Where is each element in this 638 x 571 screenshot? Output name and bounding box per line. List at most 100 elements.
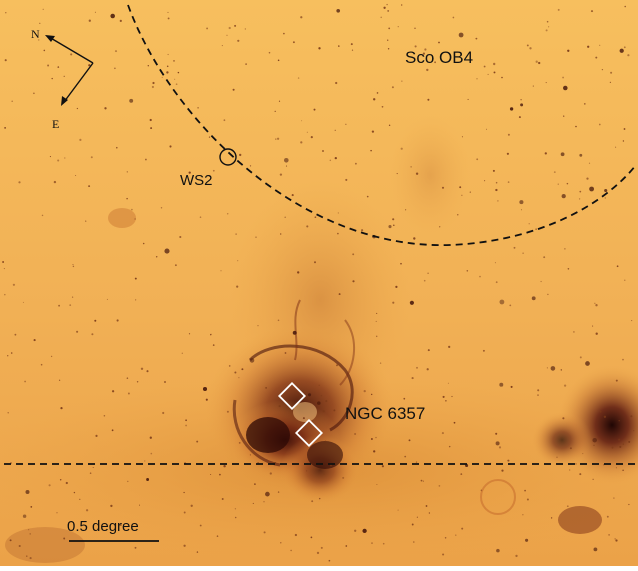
star <box>342 476 345 479</box>
star <box>237 260 239 262</box>
star <box>408 439 411 442</box>
star <box>614 538 616 540</box>
star <box>579 473 582 476</box>
star <box>257 325 259 327</box>
star <box>249 358 255 363</box>
star <box>323 473 325 475</box>
scale-bar-label: 0.5 degree <box>67 518 139 535</box>
star <box>263 531 266 534</box>
star <box>277 319 280 322</box>
star <box>167 11 169 13</box>
star <box>495 181 498 184</box>
star <box>501 469 504 472</box>
star <box>51 77 53 80</box>
right-dark-cloud <box>532 365 638 534</box>
small-cloud <box>108 208 136 228</box>
star <box>382 542 385 545</box>
star <box>155 256 158 258</box>
upper-filament-glow <box>390 115 470 235</box>
star <box>439 226 441 228</box>
star <box>212 344 215 346</box>
star <box>106 298 108 300</box>
star <box>185 419 187 422</box>
star <box>363 389 366 393</box>
star <box>205 398 208 401</box>
star <box>520 209 523 211</box>
star <box>228 365 231 367</box>
star <box>352 253 355 256</box>
star <box>280 233 282 235</box>
star <box>448 445 451 448</box>
star <box>405 209 407 211</box>
star <box>320 395 323 397</box>
star <box>228 26 231 30</box>
star <box>234 371 237 374</box>
star <box>380 16 382 19</box>
star <box>453 421 456 424</box>
star <box>424 48 427 51</box>
star <box>476 78 478 80</box>
star <box>29 533 31 535</box>
star <box>149 118 152 122</box>
star <box>495 432 498 435</box>
star <box>188 333 191 335</box>
star <box>232 88 235 91</box>
star <box>76 107 79 110</box>
star <box>58 379 61 381</box>
star <box>487 73 489 75</box>
star <box>244 28 246 30</box>
star <box>29 557 32 560</box>
star <box>166 71 169 74</box>
star <box>144 460 146 462</box>
star <box>388 124 391 127</box>
star <box>520 98 522 101</box>
star <box>411 523 414 526</box>
star <box>49 156 51 158</box>
star <box>609 81 612 84</box>
star <box>619 48 624 53</box>
star <box>416 516 418 518</box>
star <box>131 208 133 211</box>
star <box>290 549 292 552</box>
star <box>420 479 423 482</box>
star <box>441 186 445 189</box>
star <box>507 133 510 136</box>
star <box>181 352 183 354</box>
star <box>126 377 129 379</box>
star <box>294 533 298 537</box>
star <box>413 237 416 240</box>
star <box>507 181 510 183</box>
star <box>310 536 313 539</box>
star <box>300 141 303 144</box>
star <box>355 162 357 165</box>
star <box>310 136 313 139</box>
star <box>495 281 498 284</box>
star <box>140 367 144 370</box>
star <box>595 56 598 59</box>
star <box>525 538 529 542</box>
star <box>562 417 565 420</box>
star <box>18 181 21 184</box>
star <box>613 497 615 499</box>
star <box>119 524 122 527</box>
star <box>361 229 364 232</box>
star <box>393 224 395 227</box>
star <box>71 296 74 298</box>
star <box>426 68 429 72</box>
star <box>592 437 597 443</box>
star <box>335 81 338 85</box>
star <box>160 207 163 209</box>
star <box>317 401 321 405</box>
star <box>127 480 129 483</box>
star <box>129 98 134 103</box>
star <box>166 65 169 68</box>
star <box>354 432 357 436</box>
lower-left-cloud <box>5 527 85 563</box>
star <box>337 212 339 214</box>
star <box>278 405 281 408</box>
star <box>277 59 280 62</box>
star <box>622 140 625 142</box>
star <box>284 216 286 219</box>
star <box>85 220 87 222</box>
star <box>146 478 150 481</box>
